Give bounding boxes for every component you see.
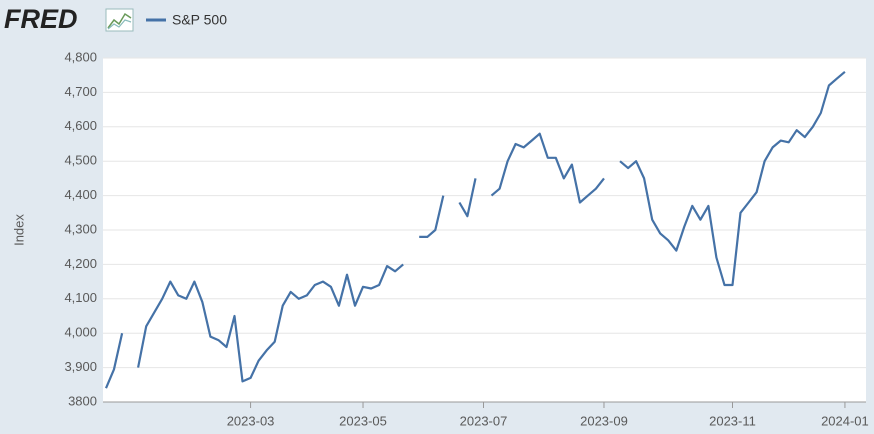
logo-line [107, 19, 132, 30]
y-tick-label: 4,800 [64, 49, 97, 64]
y-tick-label: 4,600 [64, 118, 97, 133]
y-tick-label: 4,200 [64, 256, 97, 271]
y-tick-label: 4,300 [64, 221, 97, 236]
logo-line [107, 12, 132, 29]
logo: FRED [4, 4, 78, 34]
y-tick-label: 4,000 [64, 325, 97, 340]
legend-label: S&P 500 [172, 12, 227, 28]
x-tick-label: 2023-11 [709, 413, 756, 428]
y-tick-label: 4,500 [64, 153, 97, 168]
x-tick-label: 2023-09 [580, 413, 628, 428]
x-tick-label: 2023-05 [339, 413, 387, 428]
y-tick-label: 4,400 [64, 187, 97, 202]
y-axis-label: Index [11, 214, 26, 246]
y-tick-label: 4,700 [64, 84, 97, 99]
x-tick-label: 2024-01 [821, 413, 869, 428]
x-tick-label: 2023-03 [227, 413, 275, 428]
logo-icon [105, 8, 134, 32]
y-tick-label: 3,900 [64, 359, 97, 374]
y-tick-label: 4,100 [64, 290, 97, 305]
x-tick-label: 2023-07 [460, 413, 508, 428]
y-tick-label: 3800 [68, 393, 97, 408]
